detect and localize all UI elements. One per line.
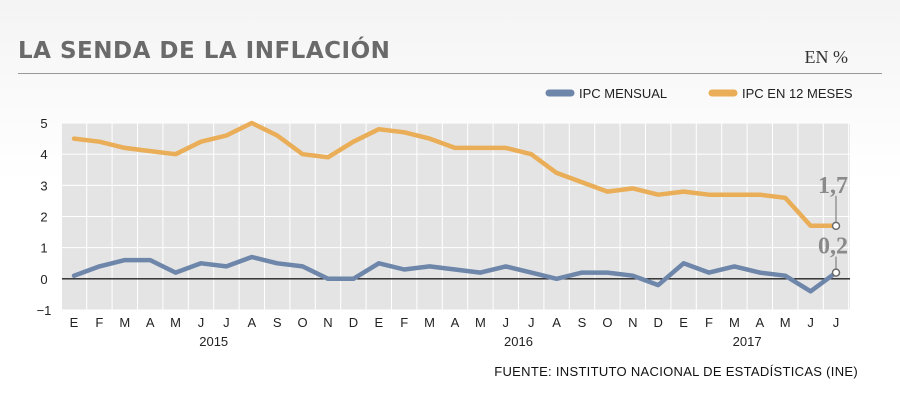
chart-legend: IPC MENSUAL IPC EN 12 MESES (545, 86, 853, 101)
y-tick-label: −1 (37, 303, 52, 318)
x-tick-label: S (273, 315, 282, 330)
x-tick-label: J (807, 315, 814, 330)
x-tick-label: A (755, 315, 764, 330)
x-tick-label: N (323, 315, 332, 330)
y-tick-label: 0 (40, 272, 47, 287)
x-tick-label: F (400, 315, 408, 330)
end-point-marker (831, 268, 841, 277)
series-line-ipc-mensual (71, 254, 839, 294)
year-label: 2016 (504, 334, 533, 349)
x-tick-label: J (223, 315, 230, 330)
end-point-marker (831, 221, 841, 231)
x-tick-label: M (780, 315, 791, 330)
x-tick-label: E (374, 315, 383, 330)
y-tick-label: 4 (40, 147, 47, 162)
x-tick-label: E (70, 315, 79, 330)
unit-label: EN % (804, 47, 849, 67)
year-label: 2017 (733, 334, 762, 349)
legend-label: IPC MENSUAL (579, 86, 667, 101)
end-annotations: 0,2 1,7 (818, 173, 848, 277)
x-tick-label: M (475, 315, 486, 330)
source-note: FUENTE: INSTITUTO NACIONAL DE ESTADÍSTIC… (494, 364, 858, 379)
x-tick-label: A (146, 315, 155, 330)
x-tick-label: F (705, 315, 713, 330)
y-tick-label: 2 (40, 210, 47, 225)
x-tick-label: A (552, 315, 561, 330)
x-tick-label: E (679, 315, 688, 330)
year-label: 2015 (199, 334, 228, 349)
x-tick-label: N (628, 315, 637, 330)
x-tick-label: D (654, 315, 663, 330)
end-value-label: 0,2 (818, 234, 848, 260)
end-value-label: 1,7 (818, 173, 848, 199)
x-tick-label: M (729, 315, 740, 330)
x-tick-label: A (247, 315, 256, 330)
y-tick-label: 1 (40, 241, 47, 256)
grid-lines (62, 122, 850, 311)
series-lines (71, 120, 839, 294)
x-tick-label: J (503, 315, 510, 330)
x-tick-label: J (198, 315, 205, 330)
x-tick-label: O (298, 315, 308, 330)
y-tick-label: 5 (40, 116, 47, 131)
x-tick-label: M (170, 315, 181, 330)
x-tick-label: O (602, 315, 612, 330)
x-tick-label: J (833, 315, 840, 330)
x-tick-label: M (119, 315, 130, 330)
y-tick-label: 3 (40, 178, 47, 193)
year-labels: 2015 2016 2017 (199, 334, 761, 349)
series-line-ipc-12-meses (71, 120, 839, 229)
x-tick-label: D (349, 315, 358, 330)
title-divider (18, 73, 882, 74)
x-tick-label: S (578, 315, 587, 330)
x-tick-label: J (528, 315, 535, 330)
chart-title: LA SENDA DE LA INFLACIÓN (18, 38, 391, 64)
x-tick-label: A (451, 315, 460, 330)
legend-label: IPC EN 12 MESES (742, 86, 853, 101)
x-tick-label: M (424, 315, 435, 330)
x-tick-label: F (95, 315, 103, 330)
y-axis-ticks: −1 0 1 2 3 4 5 (37, 116, 52, 318)
